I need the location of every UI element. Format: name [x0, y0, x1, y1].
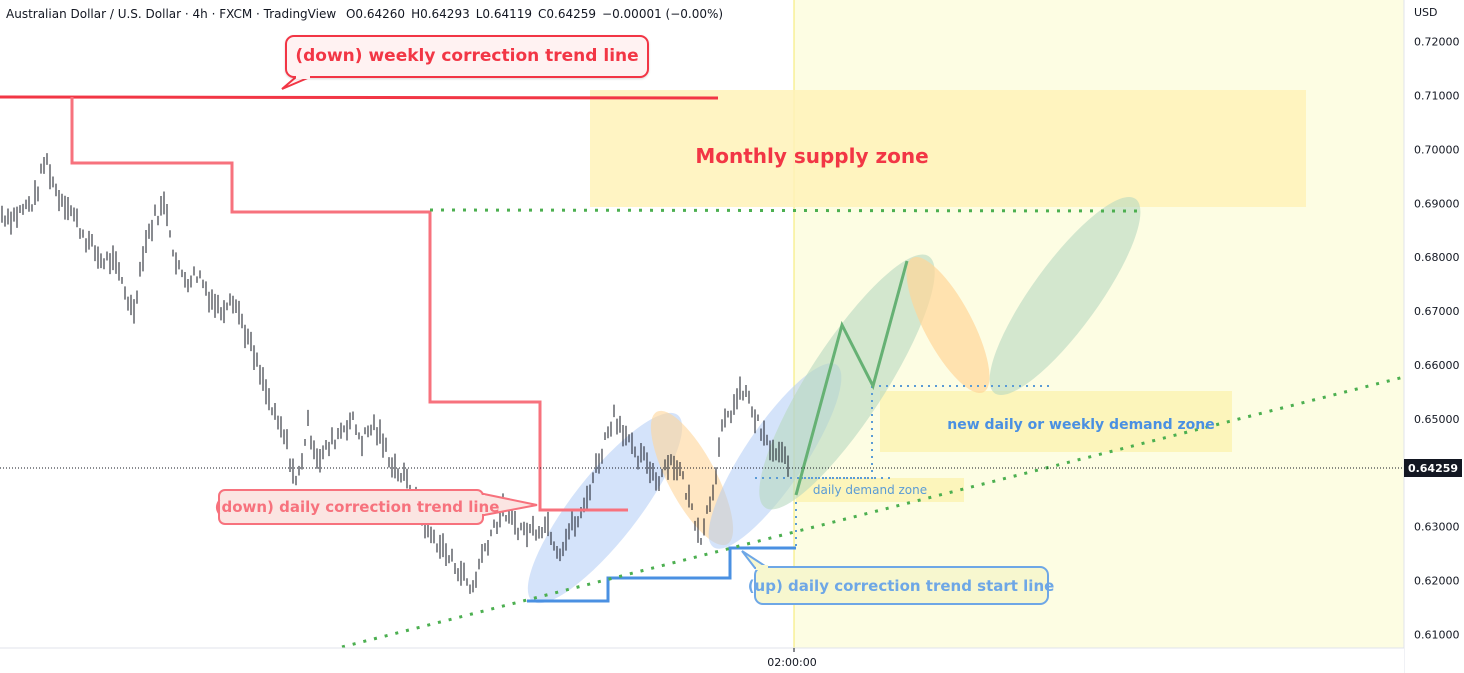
price-axis[interactable]: USD 0.72000 0.71000 0.70000 0.69000 0.68000 0… — [1403, 0, 1464, 673]
supply-zone-label: Monthly supply zone — [695, 144, 928, 168]
daily-demand-zone — [796, 478, 964, 502]
time-label: 02:00:00 — [767, 656, 816, 669]
ohlc-open: O0.64260 — [345, 7, 406, 21]
last-price-label: 0.64259 — [1408, 462, 1458, 475]
daily-down-label: (down) daily correction trend line — [215, 498, 500, 516]
daily-correction-step-line — [70, 97, 628, 512]
callout-daily-down: (down) daily correction trend line — [215, 489, 538, 525]
projection-ellipse-2 — [989, 196, 1141, 396]
correction-ellipse-1 — [650, 410, 734, 546]
price-tick-label: 0.71000 — [1414, 90, 1460, 103]
last-price-badge — [1404, 459, 1462, 477]
up-correction-step-line — [527, 546, 796, 603]
ohlc-high: H0.64293 — [411, 7, 470, 21]
new-demand-label: new daily or weekly demand zone — [947, 417, 1214, 433]
weekly-down-label: (down) weekly correction trend line — [295, 46, 638, 66]
callout-weekly-down: (down) weekly correction trend line — [281, 35, 649, 90]
weekly-correction-line — [0, 95, 719, 100]
price-tick-label: 0.68000 — [1414, 251, 1460, 264]
price-tick-label: 0.65000 — [1414, 413, 1460, 426]
price-tick-label: 0.72000 — [1414, 36, 1460, 49]
green-dotted-trendline — [341, 375, 1405, 649]
ohlc-close: C0.64259 — [538, 7, 597, 21]
new-demand-zone — [880, 391, 1232, 452]
symbol-header: Australian Dollar / U.S. Dollar · 4h · F… — [6, 7, 729, 21]
price-tick-label: 0.70000 — [1414, 143, 1460, 156]
green-dotted-resistance — [429, 208, 1139, 213]
daily-demand-label: daily demand zone — [813, 483, 927, 497]
ohlc-low: L0.64119 — [475, 7, 533, 21]
ohlc-change: −0.00001 (−0.00%) — [602, 7, 724, 21]
daily-up-label: (up) daily correction trend start line — [748, 577, 1055, 595]
time-axis[interactable]: 02:00:00 — [0, 647, 1404, 673]
monthly-supply-zone — [590, 90, 1306, 207]
price-tick-label: 0.62000 — [1414, 575, 1460, 588]
price-tick-label: 0.63000 — [1414, 521, 1460, 534]
projection-correction-ellipse — [906, 256, 990, 394]
projected-path — [794, 260, 909, 496]
currency-label: USD — [1414, 6, 1438, 19]
price-tick-label: 0.69000 — [1414, 197, 1460, 210]
price-tick-label: 0.67000 — [1414, 305, 1460, 318]
price-tick-label: 0.61000 — [1414, 629, 1460, 642]
price-bars — [1, 153, 789, 594]
callout-daily-up: (up) daily correction trend start line — [741, 550, 1055, 605]
blue-dotted-demand-drop — [800, 386, 873, 479]
symbol-title: Australian Dollar / U.S. Dollar · 4h · F… — [6, 7, 337, 21]
price-tick-label: 0.66000 — [1414, 359, 1460, 372]
